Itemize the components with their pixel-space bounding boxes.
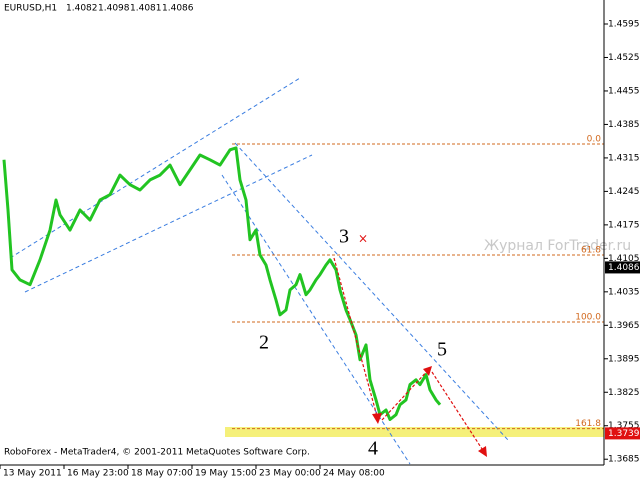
y-tick-label: 1.3965: [608, 321, 640, 331]
wave-label: 5: [437, 339, 447, 361]
target-zone: [225, 427, 604, 437]
arrow: [333, 257, 379, 421]
x-tick-label: 23 May 00:00: [259, 469, 321, 479]
y-tick-label: 1.4525: [608, 53, 640, 63]
y-tick-label: 1.3825: [608, 388, 640, 398]
arrow: [431, 371, 485, 453]
arrow-head: [478, 446, 487, 457]
watermark: Журнал ForTrader.ru: [484, 238, 631, 254]
arrow-heads: [372, 366, 487, 457]
quote: 1.4086: [162, 4, 194, 14]
x-tick-label: 24 May 08:00: [323, 469, 385, 479]
x-tick-label: 18 May 07:00: [131, 469, 193, 479]
quote: 1.4081: [130, 4, 162, 14]
price-box: [605, 427, 640, 440]
fib-label: 100.0: [575, 312, 601, 322]
fib-label: 61.8: [581, 246, 601, 256]
fib-label: 161.8: [575, 419, 601, 429]
price-line: [2, 146, 442, 421]
quote: 1.4098: [98, 4, 130, 14]
x-tick-label: 19 May 15:00: [195, 469, 257, 479]
arrow-head: [423, 366, 432, 376]
price-label: 1.4086: [608, 263, 640, 273]
y-tick-label: 1.3895: [608, 354, 640, 364]
y-tick-label: 1.4105: [608, 254, 640, 264]
x-tick-label: 16 May 23:00: [67, 469, 129, 479]
wave-label: 2: [259, 332, 269, 354]
channel-line: [9, 77, 301, 259]
channel-line: [234, 142, 509, 441]
price-box: [605, 261, 640, 274]
y-tick-label: 1.4175: [608, 220, 640, 230]
wave-label: 4: [368, 438, 378, 460]
y-tick-label: 1.4455: [608, 86, 640, 96]
arrow: [381, 367, 431, 421]
x-tick-label: 13 May 2011: [3, 469, 62, 479]
arrow-head: [372, 413, 382, 424]
price-label: 1.3739: [608, 429, 640, 439]
y-tick-label: 1.3685: [608, 455, 640, 465]
plot: [2, 143, 604, 430]
y-tick-label: 1.4595: [608, 20, 640, 30]
y-tick-label: 1.4245: [608, 187, 640, 197]
quote: 1.4082: [66, 4, 98, 14]
y-tick-label: 1.4385: [608, 120, 640, 130]
y-tick-label: 1.4315: [608, 153, 640, 163]
y-tick-label: 1.3755: [608, 421, 640, 431]
fib-label: 0.0: [587, 135, 602, 145]
footer: RoboForex - MetaTrader4, © 2001-2011 Met…: [4, 448, 310, 458]
cross-mark: ×: [358, 232, 368, 246]
wave-label: 3: [339, 226, 349, 248]
symbol: EURUSD,H1: [4, 4, 57, 14]
wave-arrows: [333, 257, 485, 453]
y-tick-label: 1.4035: [608, 287, 640, 297]
